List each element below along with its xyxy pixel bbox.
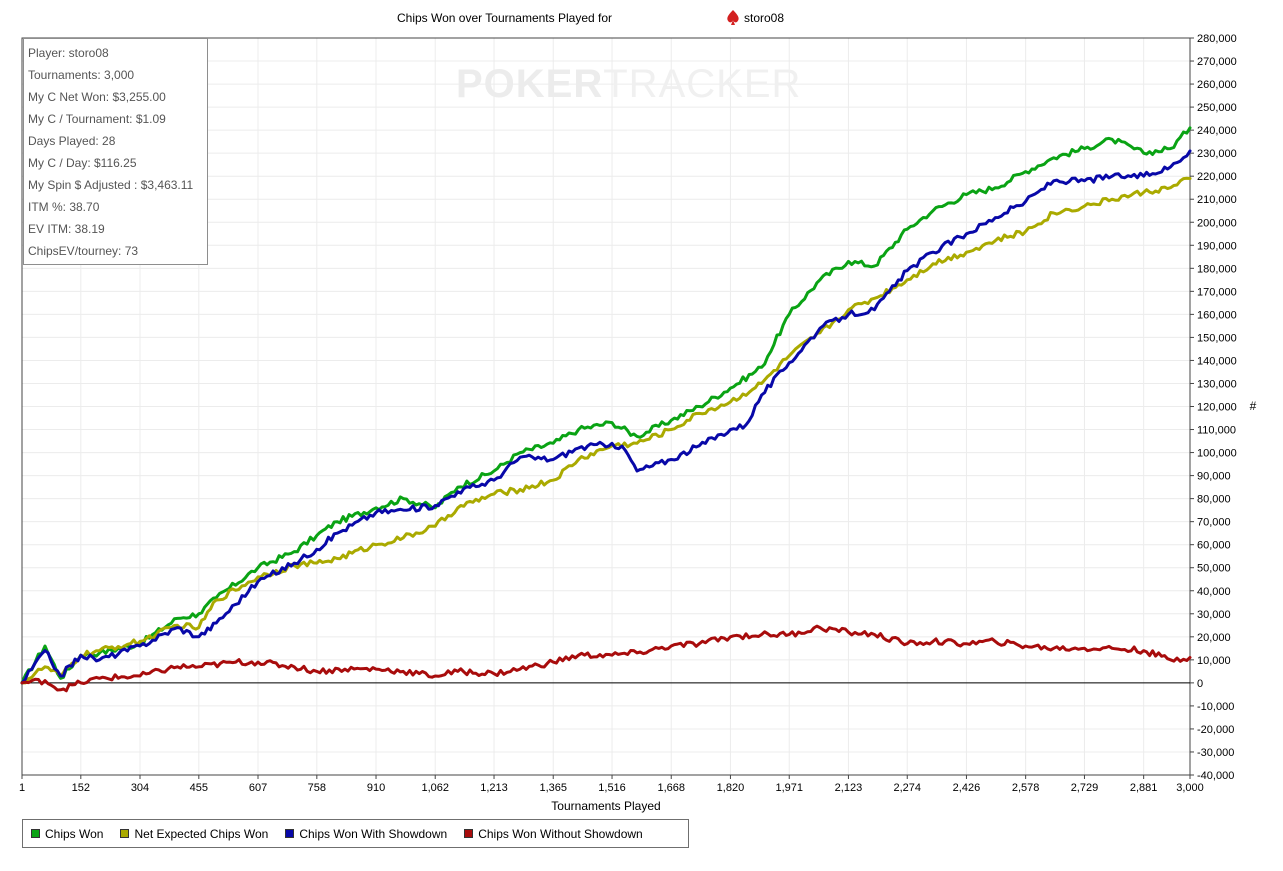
- legend-swatch: [464, 829, 474, 838]
- x-tick-label: 455: [190, 782, 208, 794]
- y-tick-label: 260,000: [1197, 79, 1237, 91]
- x-tick-label: 2,274: [893, 782, 921, 794]
- axis-layer: -40,000 -30,000 -20,000 -10,000 0 10,000 20,00…: [19, 33, 1237, 794]
- stat-tournaments: Tournaments: 3,000: [28, 68, 135, 82]
- y-tick-label: 110,000: [1197, 425, 1236, 437]
- y-tick-label: 30,000: [1197, 609, 1231, 621]
- y-tick-label: -40,000: [1197, 770, 1234, 782]
- stat-player: Player: storo08: [28, 46, 109, 60]
- y-tick-label: 130,000: [1197, 378, 1237, 390]
- y-tick-label: 20,000: [1197, 632, 1231, 644]
- x-tick-label: 2,578: [1012, 782, 1040, 794]
- legend-label: Chips Won Without Showdown: [478, 826, 643, 841]
- y-tick-label: 180,000: [1197, 263, 1237, 275]
- legend-swatch: [120, 829, 130, 838]
- y-tick-label: 210,000: [1197, 194, 1237, 206]
- plot-border: [21, 37, 1191, 776]
- legend-item-chips-won: Chips Won: [31, 827, 103, 841]
- y-tick-label: 100,000: [1197, 448, 1237, 460]
- x-tick-label: 910: [367, 782, 385, 794]
- y-tick-label: 250,000: [1197, 102, 1237, 114]
- y-tick-label: 200,000: [1197, 217, 1237, 229]
- stat-days-played: Days Played: 28: [28, 134, 116, 148]
- x-tick-label: 1,516: [598, 782, 626, 794]
- chart-player-name: storo08: [744, 11, 784, 25]
- series-line-net-expected-chips-won: [20, 176, 1192, 685]
- y-tick-label: 50,000: [1197, 563, 1231, 575]
- legend-item-without-showdown: Chips Won Without Showdown: [464, 827, 643, 841]
- x-tick-label: 304: [131, 782, 149, 794]
- series-layer: [20, 126, 1192, 693]
- y-tick-label: 230,000: [1197, 148, 1237, 160]
- y-tick-label: 0: [1197, 678, 1203, 690]
- chart-legend: Chips Won Net Expected Chips Won Chips W…: [22, 819, 689, 848]
- stat-per-day: My C / Day: $116.25: [28, 156, 137, 170]
- chart-title: Chips Won over Tournaments Played for: [397, 11, 612, 25]
- y-tick-label: 70,000: [1197, 517, 1231, 529]
- y-tick-label: 60,000: [1197, 540, 1231, 552]
- x-tick-label: 152: [72, 782, 90, 794]
- y-tick-label: -10,000: [1197, 701, 1234, 713]
- legend-swatch: [31, 829, 40, 838]
- y-tick-label: 40,000: [1197, 586, 1231, 598]
- y-tick-label: 280,000: [1197, 33, 1237, 45]
- legend-label: Net Expected Chips Won: [134, 826, 269, 841]
- x-tick-label: 2,881: [1130, 782, 1158, 794]
- y-tick-label: 80,000: [1197, 494, 1231, 506]
- y-tick-label: 220,000: [1197, 171, 1237, 183]
- watermark-bold: POKER: [456, 62, 604, 106]
- y-tick-label: 10,000: [1197, 655, 1231, 667]
- y-tick-label: 170,000: [1197, 286, 1237, 298]
- stats-panel: Player: storo08 Tournaments: 3,000 My C …: [23, 38, 208, 265]
- y-tick-label: -30,000: [1197, 747, 1234, 759]
- legend-swatch: [285, 829, 295, 838]
- y-tick-label: 90,000: [1197, 471, 1231, 483]
- x-tick-label: 1,213: [480, 782, 508, 794]
- stat-ev-itm: EV ITM: 38.19: [28, 222, 105, 236]
- legend-label: Chips Won With Showdown: [299, 826, 448, 841]
- y-tick-label: 240,000: [1197, 125, 1237, 137]
- x-tick-label: 1,062: [421, 782, 449, 794]
- stat-net-won: My C Net Won: $3,255.00: [28, 90, 166, 104]
- x-tick-label: 1,668: [657, 782, 685, 794]
- y-tick-label: 150,000: [1197, 332, 1237, 344]
- x-axis-label: Tournaments Played: [551, 799, 660, 813]
- y-tick-label: 120,000: [1197, 402, 1237, 414]
- x-tick-label: 2,426: [953, 782, 981, 794]
- y-tick-label: 160,000: [1197, 309, 1237, 321]
- x-tick-label: 1,971: [775, 782, 803, 794]
- series-line-chips-won: [20, 126, 1192, 685]
- x-tick-label: 607: [249, 782, 267, 794]
- y-tick-label: 190,000: [1197, 240, 1237, 252]
- stat-chipsev: ChipsEV/tourney: 73: [28, 244, 139, 258]
- watermark-thin: TRACKER: [603, 62, 802, 106]
- stat-per-tournament: My C / Tournament: $1.09: [28, 112, 166, 126]
- legend-item-net-expected: Net Expected Chips Won: [120, 827, 268, 841]
- y-axis-label: #: [1250, 399, 1257, 413]
- y-tick-label: 270,000: [1197, 56, 1237, 68]
- legend-label: Chips Won: [45, 826, 104, 841]
- series-line-chips-won-without-showdown: [20, 624, 1192, 693]
- x-tick-label: 2,729: [1071, 782, 1099, 794]
- y-tick-label: -20,000: [1197, 724, 1234, 736]
- watermark: POKERTRACKER: [456, 62, 801, 107]
- x-tick-label: 3,000: [1176, 782, 1204, 794]
- spade-icon: [727, 10, 739, 25]
- x-tick-label: 1,820: [717, 782, 745, 794]
- y-tick-label: 140,000: [1197, 355, 1237, 367]
- series-line-chips-won-with-showdown: [20, 149, 1192, 685]
- x-tick-label: 1: [19, 782, 25, 794]
- stat-spin-adjusted: My Spin $ Adjusted : $3,463.11: [28, 178, 194, 192]
- x-tick-label: 1,365: [539, 782, 567, 794]
- stat-itm: ITM %: 38.70: [28, 200, 100, 214]
- x-tick-label: 758: [308, 782, 326, 794]
- x-tick-label: 2,123: [835, 782, 863, 794]
- legend-item-with-showdown: Chips Won With Showdown: [285, 827, 447, 841]
